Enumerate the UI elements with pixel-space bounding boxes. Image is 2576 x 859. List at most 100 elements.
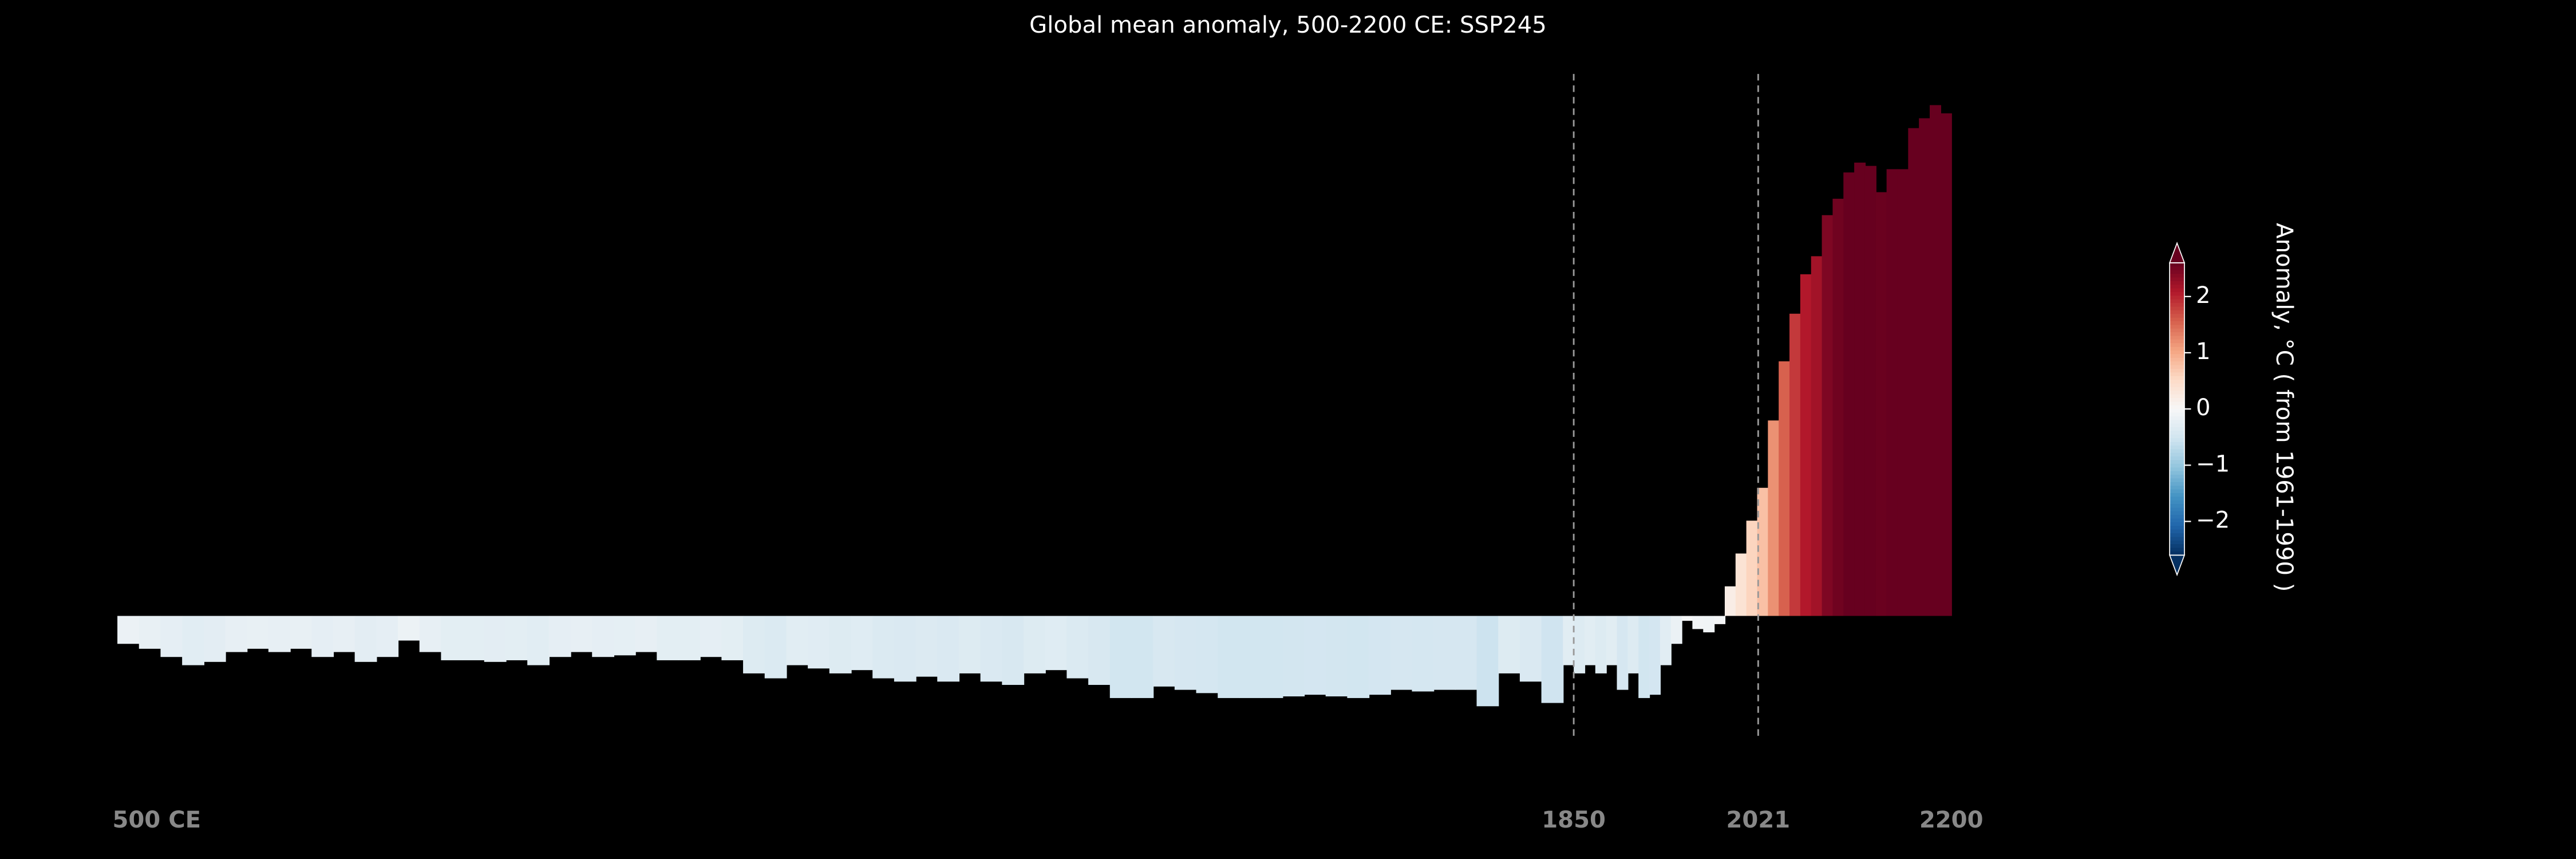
colorbar-segment: [2170, 409, 2184, 413]
bar: [872, 616, 895, 679]
colorbar-segment: [2170, 460, 2184, 464]
colorbar-segment: [2170, 497, 2184, 501]
bar: [980, 616, 1003, 682]
colorbar-segment: [2170, 526, 2184, 530]
bar: [1864, 166, 1876, 616]
colorbar-segment: [2170, 452, 2184, 457]
colorbar-segment: [2170, 372, 2184, 377]
colorbar-segment: [2170, 423, 2184, 428]
bar: [139, 616, 161, 649]
bar: [1412, 616, 1435, 692]
bar: [1649, 616, 1661, 695]
bar: [1045, 616, 1068, 671]
bar: [484, 616, 507, 662]
bar: [1261, 616, 1283, 698]
colorbar-segment: [2170, 343, 2184, 348]
colorbar-segment: [2170, 504, 2184, 509]
colorbar-segment: [2170, 522, 2184, 527]
colorbar-segment: [2170, 394, 2184, 399]
bar: [1811, 256, 1823, 616]
colorbar-segment: [2170, 361, 2184, 366]
colorbar-segment: [2170, 277, 2184, 282]
bar: [1066, 616, 1089, 679]
colorbar-segment: [2170, 325, 2184, 329]
bar: [1768, 420, 1780, 616]
colorbar-segment: [2170, 500, 2184, 505]
bar: [613, 616, 636, 656]
bar: [203, 616, 226, 662]
colorbar-segment: [2170, 317, 2184, 322]
colorbar-segment: [2170, 475, 2184, 479]
colorbar-segment: [2170, 354, 2184, 358]
colorbar-segment: [2170, 346, 2184, 351]
x-tick-label: 500 CE: [112, 807, 201, 833]
bar: [1595, 616, 1607, 673]
bar: [635, 616, 658, 652]
bar: [1476, 616, 1499, 707]
bar: [808, 616, 830, 669]
colorbar-segment: [2170, 368, 2184, 373]
bar: [376, 616, 399, 657]
bar: [1218, 616, 1240, 698]
colorbar-segment: [2170, 551, 2184, 556]
colorbar-segment: [2170, 383, 2184, 388]
colorbar-segment: [2170, 332, 2184, 337]
bar: [1109, 616, 1132, 698]
colorbar-tick-label: 2: [2196, 282, 2211, 309]
bar: [570, 616, 593, 652]
bar: [894, 616, 916, 682]
bar: [463, 616, 485, 660]
colorbar-segment: [2170, 515, 2184, 519]
bar: [1390, 616, 1413, 690]
colorbar-segment: [2170, 507, 2184, 512]
bar: [1455, 616, 1477, 690]
colorbar-segment: [2170, 544, 2184, 549]
bar: [160, 616, 183, 657]
colorbar-segment: [2170, 376, 2184, 380]
bar: [1088, 616, 1111, 685]
bar: [1854, 162, 1866, 616]
colorbar-segment: [2170, 442, 2184, 446]
bar: [1789, 313, 1801, 616]
bar: [419, 616, 442, 652]
bar: [1606, 616, 1618, 665]
colorbar-segment: [2170, 518, 2184, 523]
bar: [268, 616, 291, 652]
bar: [1714, 616, 1726, 624]
colorbar-tick-label: 0: [2196, 395, 2211, 421]
colorbar-segment: [2170, 299, 2184, 304]
colorbar-segment: [2170, 398, 2184, 403]
colorbar-segment: [2170, 416, 2184, 421]
colorbar-segment: [2170, 391, 2184, 395]
bar: [1347, 616, 1370, 698]
colorbar-segment: [2170, 471, 2184, 475]
bar: [1832, 199, 1844, 616]
bar: [678, 616, 701, 660]
bar: [1002, 616, 1025, 685]
bar: [1174, 616, 1197, 690]
colorbar-segment: [2170, 420, 2184, 424]
bar: [311, 616, 334, 657]
bar: [1627, 616, 1639, 673]
colorbar-segment: [2170, 285, 2184, 289]
bar: [786, 616, 809, 665]
bar: [915, 616, 938, 677]
bar: [290, 616, 313, 649]
bar: [1541, 616, 1564, 703]
colorbar-segment: [2170, 511, 2184, 516]
colorbar-segment: [2170, 412, 2184, 417]
bar: [851, 616, 874, 671]
colorbar-segment: [2170, 547, 2184, 552]
colorbar-segment: [2170, 303, 2184, 308]
colorbar-segment: [2170, 291, 2184, 297]
colorbar-segment: [2170, 456, 2184, 461]
bar: [1886, 169, 1898, 616]
bar: [1843, 172, 1855, 616]
colorbar-label: Anomaly, °C ( from 1961-1990 ): [2271, 223, 2297, 592]
colorbar-segment: [2170, 357, 2184, 362]
bar: [1563, 616, 1575, 665]
bar: [1024, 616, 1046, 673]
bar: [1822, 215, 1834, 616]
colorbar-segment: [2170, 492, 2184, 498]
